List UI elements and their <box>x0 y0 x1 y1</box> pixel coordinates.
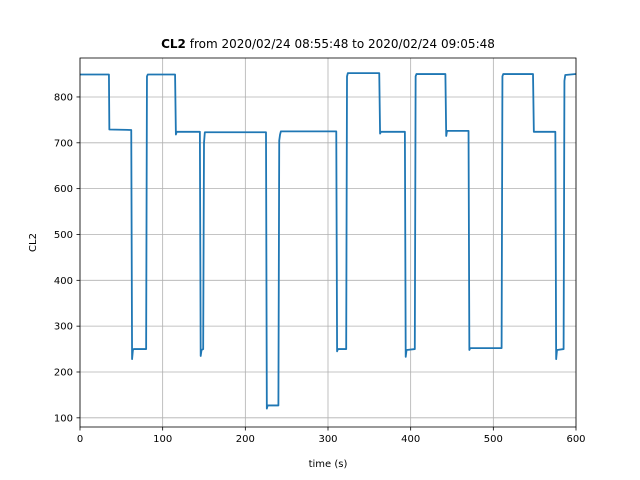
y-tick-label: 400 <box>54 276 73 287</box>
y-tick-label: 300 <box>54 322 73 333</box>
x-tick-label: 400 <box>401 434 420 445</box>
y-tick-label: 600 <box>54 184 73 195</box>
x-tick-label: 300 <box>318 434 337 445</box>
y-tick-label: 500 <box>54 230 73 241</box>
x-axis-ticks: 0 100 200 300 400 500 600 <box>77 427 586 445</box>
data-series <box>80 72 577 410</box>
y-axis-ticks: 100 200 300 400 500 600 700 800 <box>54 92 80 424</box>
x-tick-label: 100 <box>153 434 172 445</box>
chart-title-bold: CL2 <box>161 37 186 51</box>
y-tick-label: 200 <box>54 367 73 378</box>
series-line <box>80 72 577 410</box>
chart-title-rest: from 2020/02/24 08:55:48 to 2020/02/24 0… <box>186 37 495 51</box>
y-axis-label: CL2 <box>28 233 39 252</box>
chart-title: CL2 from 2020/02/24 08:55:48 to 2020/02/… <box>161 37 495 51</box>
x-tick-label: 0 <box>77 434 83 445</box>
x-tick-label: 200 <box>236 434 255 445</box>
y-tick-label: 800 <box>54 92 73 103</box>
y-tick-label: 700 <box>54 138 73 149</box>
x-tick-label: 600 <box>566 434 585 445</box>
grid-lines <box>79 58 577 427</box>
x-tick-label: 500 <box>484 434 503 445</box>
x-axis-label: time (s) <box>309 459 348 470</box>
y-tick-label: 100 <box>54 413 73 424</box>
